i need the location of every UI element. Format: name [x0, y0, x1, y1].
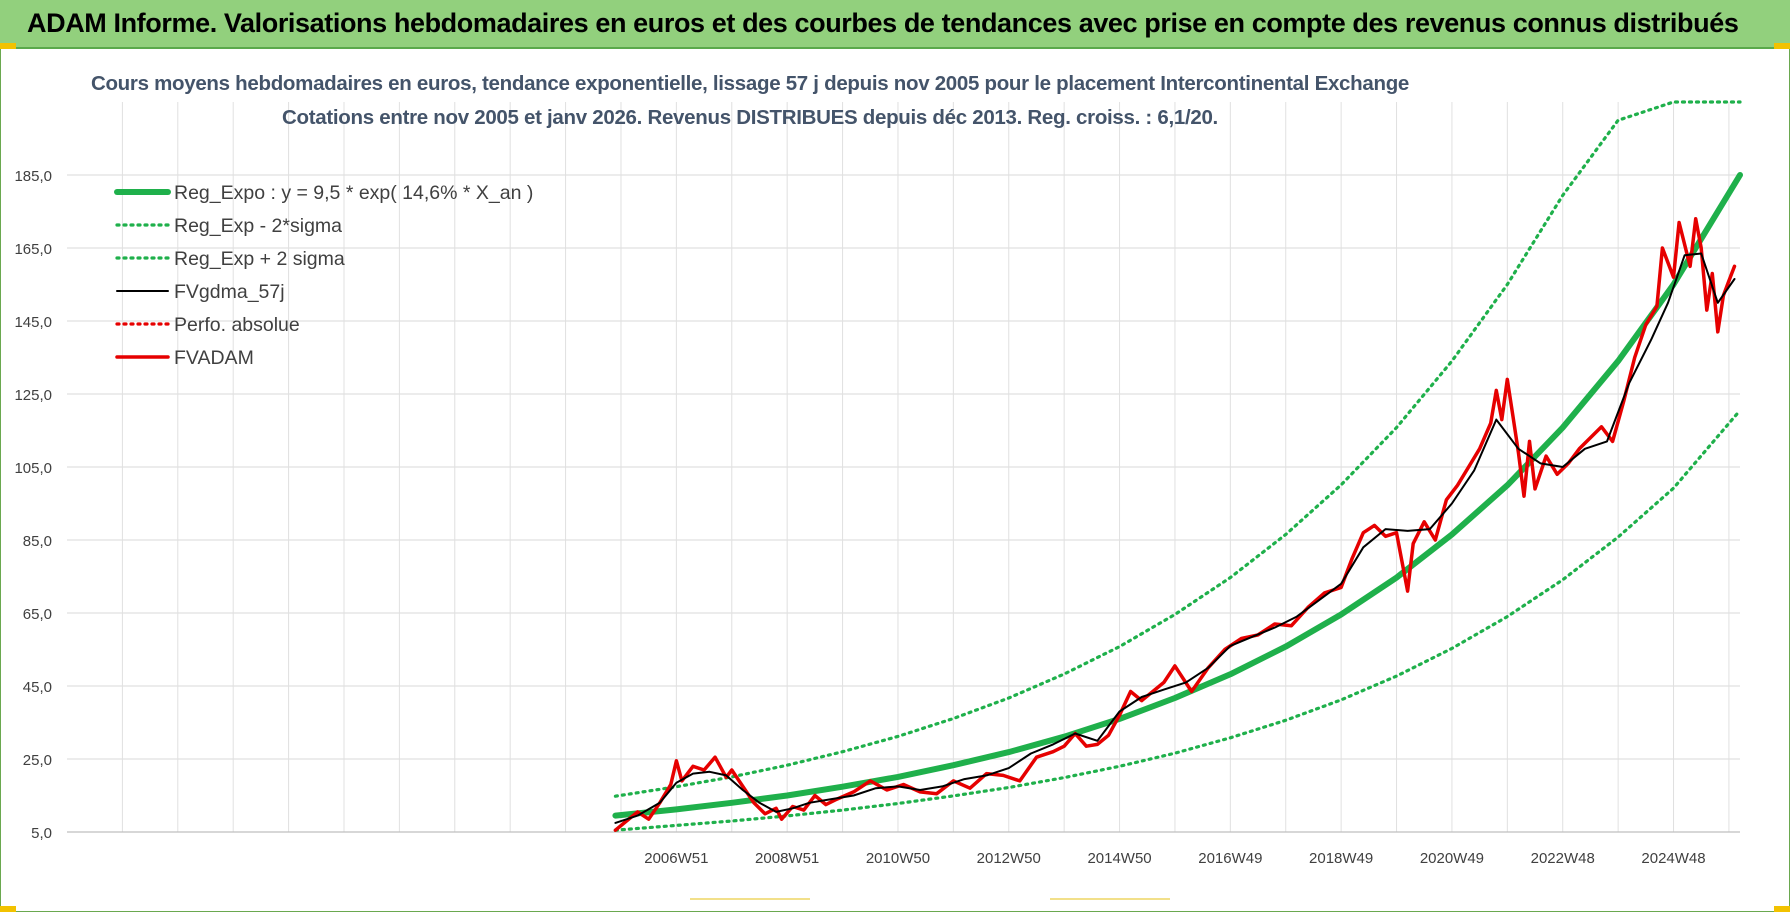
series-reg-exp-2-sigma — [613, 100, 1742, 798]
x-tick-label: 2020W49 — [1420, 850, 1484, 867]
y-tick-label: 25,0 — [23, 752, 52, 769]
x-tick-label: 2014W50 — [1087, 850, 1151, 867]
legend-label: Reg_Exp - 2*sigma — [174, 215, 342, 237]
y-tick-label: 65,0 — [23, 606, 52, 623]
legend-label: Reg_Exp + 2 sigma — [174, 248, 345, 270]
axes: 5,0 25,0 45,0 65,0 85,0 105,0 125,0 145,0 165,0 1… — [14, 168, 1740, 867]
x-tick-label: 2024W48 — [1641, 850, 1705, 867]
y-tick-label: 45,0 — [23, 679, 52, 696]
y-tick-label: 5,0 — [31, 825, 52, 842]
corner-marker — [0, 43, 16, 49]
x-tick-label: 2008W51 — [755, 850, 819, 867]
line-chart: 5,0 25,0 45,0 65,0 85,0 105,0 125,0 145,0 165,0 1… — [14, 100, 1743, 867]
y-tick-label: 165,0 — [14, 241, 52, 258]
legend-label: Reg_Expo : y = 9,5 * exp( 14,6% * X_an ) — [174, 182, 533, 204]
y-tick-label: 185,0 — [14, 168, 52, 185]
chart-area: Cours moyens hebdomadaires en euros, ten… — [0, 47, 1790, 912]
series-reg-expo-y-9-5-exp-14-6-x-an — [612, 172, 1743, 819]
legend-label: Perfo. absolue — [174, 314, 300, 336]
x-tick-label: 2016W49 — [1198, 850, 1262, 867]
chart-subtitle: Cotations entre nov 2005 et janv 2026. R… — [282, 106, 1218, 129]
x-tick-label: 2018W49 — [1309, 850, 1373, 867]
series-reg-exp-2-sigma — [613, 408, 1742, 832]
y-tick-label: 85,0 — [23, 533, 52, 550]
legend: Reg_Expo : y = 9,5 * exp( 14,6% * X_an )… — [114, 182, 533, 369]
legend-label: FVgdma_57j — [174, 281, 285, 303]
corner-marker — [1774, 43, 1790, 49]
corner-marker — [0, 906, 16, 912]
x-tick-label: 2022W48 — [1531, 850, 1595, 867]
grid — [67, 102, 1740, 833]
report-title: ADAM Informe. Valorisations hebdomadaire… — [27, 8, 1739, 38]
footer-mark — [1050, 898, 1170, 900]
x-tick-label: 2006W51 — [644, 850, 708, 867]
y-tick-label: 145,0 — [14, 314, 52, 331]
series — [612, 100, 1743, 832]
series-fvgdma-57j — [614, 252, 1736, 824]
report-banner: ADAM Informe. Valorisations hebdomadaire… — [0, 0, 1790, 49]
y-tick-label: 105,0 — [14, 460, 52, 477]
corner-marker — [1774, 906, 1790, 912]
legend-label: FVADAM — [174, 347, 254, 369]
series-fvadam — [613, 217, 1737, 832]
chart-title: Cours moyens hebdomadaires en euros, ten… — [90, 72, 1410, 95]
y-tick-label: 125,0 — [14, 387, 52, 404]
footer-mark — [690, 898, 810, 900]
x-tick-label: 2010W50 — [866, 850, 930, 867]
x-tick-label: 2012W50 — [977, 850, 1041, 867]
